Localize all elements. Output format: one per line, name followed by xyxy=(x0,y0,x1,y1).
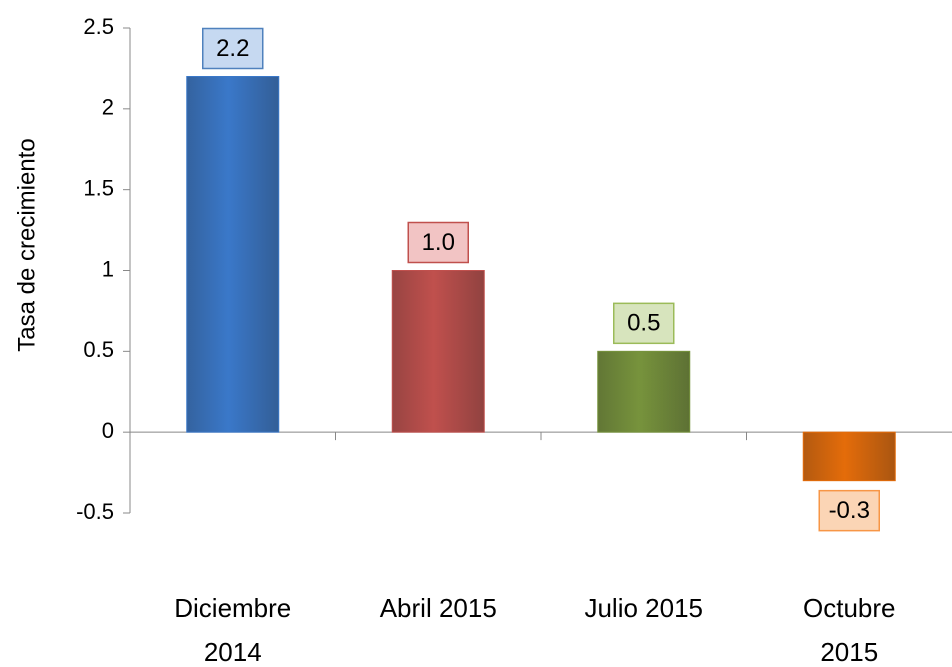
x-tick-label: Octubre 2015 xyxy=(803,593,896,667)
y-tick-label: -0.5 xyxy=(76,499,114,524)
bar xyxy=(597,350,691,433)
y-tick-label: 0 xyxy=(102,418,114,443)
value-label-box xyxy=(613,302,675,345)
bar xyxy=(802,431,896,482)
value-label: 1.0 xyxy=(422,229,455,256)
y-tick-label: 2.5 xyxy=(83,14,114,39)
y-tick-label: 1 xyxy=(102,256,114,281)
bar xyxy=(186,76,280,433)
bar xyxy=(391,270,485,433)
value-label: 2.2 xyxy=(216,35,249,62)
y-tick-label: 2 xyxy=(102,95,114,120)
x-tick-label: Abril 2015 xyxy=(379,593,497,623)
y-tick-label: 1.5 xyxy=(83,175,114,200)
value-label-box xyxy=(818,489,880,532)
value-label-box xyxy=(407,221,469,264)
value-label-box xyxy=(202,27,264,70)
y-tick-label: 0.5 xyxy=(83,337,114,362)
x-tick-label: Diciembre 2014 xyxy=(174,593,292,667)
value-label: -0.3 xyxy=(829,497,870,524)
y-axis-label: Tasa de crecimiento xyxy=(13,138,40,351)
value-label: 0.5 xyxy=(627,310,660,337)
x-tick-label: Julio 2015 xyxy=(584,593,704,623)
